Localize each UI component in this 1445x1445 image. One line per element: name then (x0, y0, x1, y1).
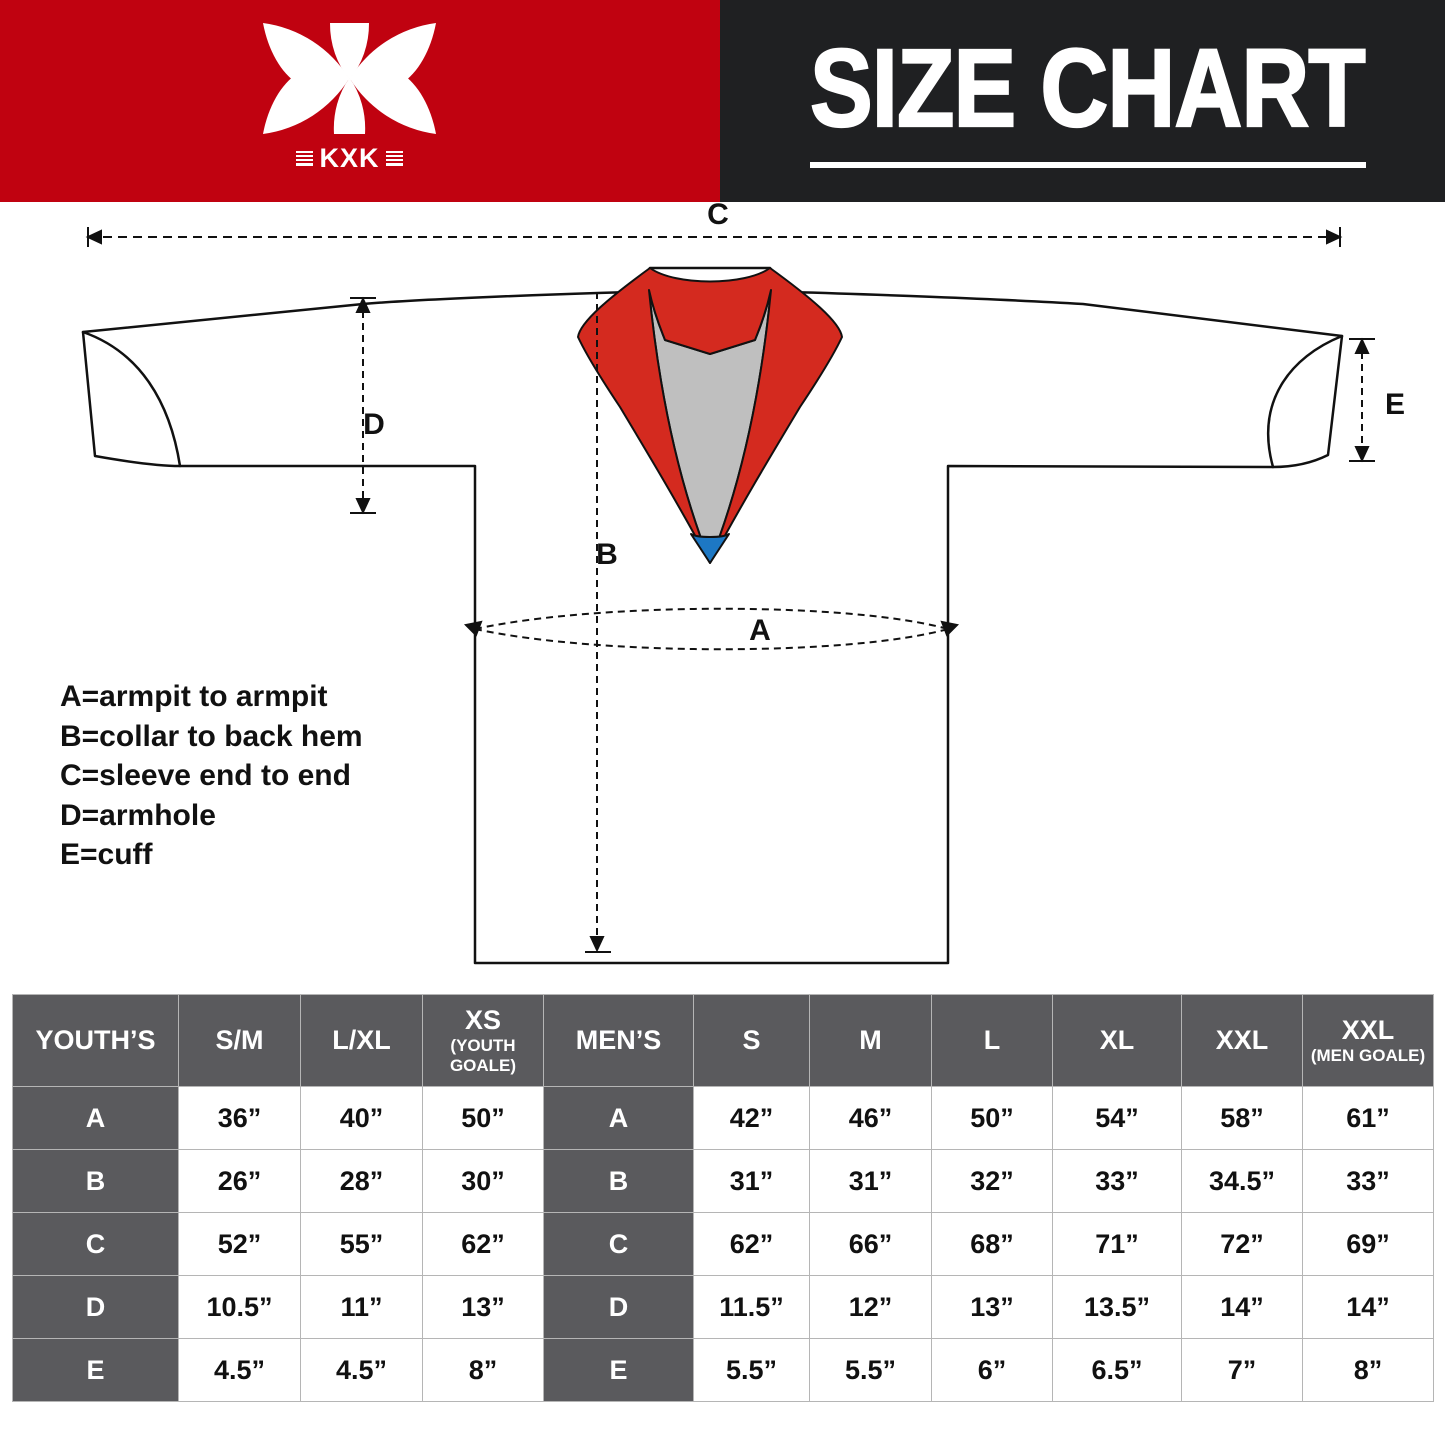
svg-text:B: B (596, 538, 618, 571)
svg-text:D: D (363, 408, 385, 441)
svg-text:C: C (707, 202, 729, 231)
svg-text:A: A (749, 614, 771, 647)
svg-text:E: E (1385, 388, 1405, 421)
